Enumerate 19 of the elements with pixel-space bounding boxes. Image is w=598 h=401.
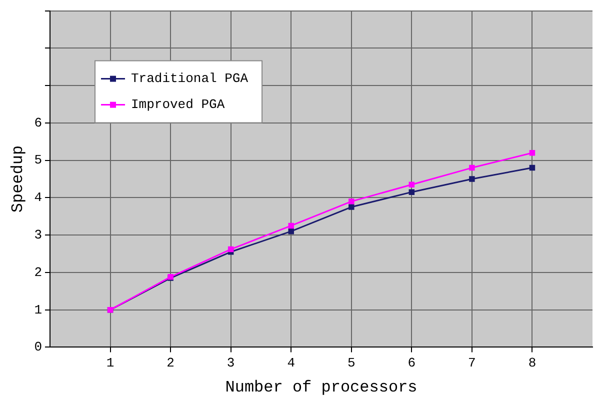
x-tick-label: 8: [528, 355, 536, 370]
x-tick-label: 3: [226, 355, 235, 370]
y-tick-label: 0: [34, 340, 42, 355]
y-tick-label: 2: [34, 264, 42, 280]
legend-label: Traditional PGA: [131, 71, 248, 86]
x-tick-label: 6: [408, 355, 416, 370]
x-tick-label: 2: [166, 355, 174, 370]
y-tick-label: 4: [34, 190, 42, 206]
y-tick-label: 5: [34, 152, 42, 168]
x-tick-label: 1: [106, 355, 114, 370]
y-tick-label: 3: [34, 228, 42, 243]
y-tick-label: 1: [34, 302, 42, 318]
x-tick-label: 4: [287, 355, 296, 370]
x-axis-title: Number of processors: [225, 378, 418, 397]
legend-label: Improved PGA: [131, 97, 225, 112]
x-tick-label: 7: [468, 355, 476, 370]
y-axis-title: Speedup: [8, 145, 27, 213]
y-tick-label: 6: [34, 115, 42, 130]
x-tick-label: 5: [347, 355, 356, 370]
